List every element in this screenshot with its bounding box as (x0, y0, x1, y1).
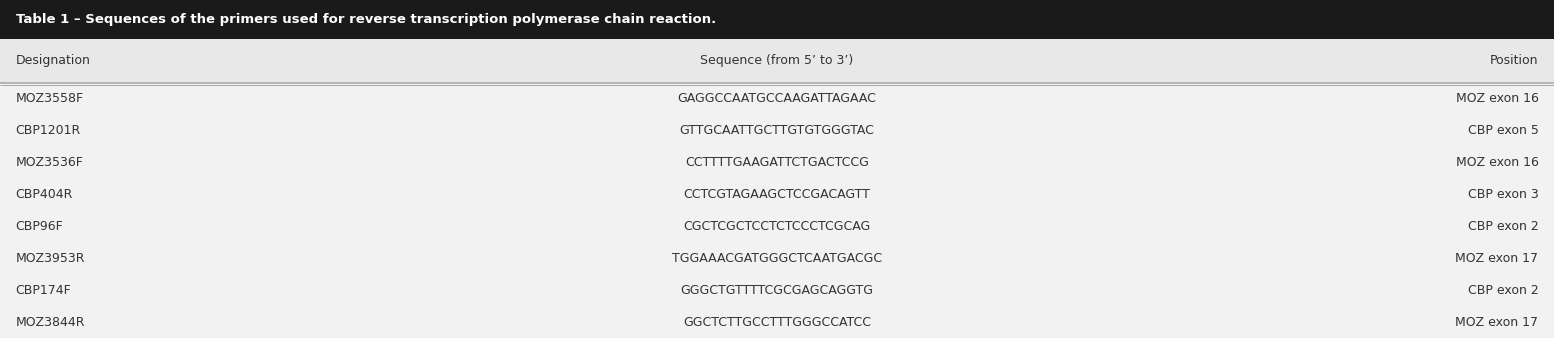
FancyBboxPatch shape (0, 210, 1554, 242)
FancyBboxPatch shape (0, 242, 1554, 274)
Text: TGGAAACGATGGGCTCAATGACGC: TGGAAACGATGGGCTCAATGACGC (671, 252, 883, 265)
Text: MOZ3536F: MOZ3536F (16, 156, 84, 169)
Text: MOZ exon 16: MOZ exon 16 (1456, 92, 1538, 105)
Text: CBP404R: CBP404R (16, 188, 73, 201)
Text: CBP1201R: CBP1201R (16, 124, 81, 137)
Text: CCTCGTAGAAGCTCCGACAGTT: CCTCGTAGAAGCTCCGACAGTT (684, 188, 870, 201)
Text: Table 1 – Sequences of the primers used for reverse transcription polymerase cha: Table 1 – Sequences of the primers used … (16, 13, 716, 26)
FancyBboxPatch shape (0, 274, 1554, 306)
Text: CBP174F: CBP174F (16, 284, 71, 297)
Text: MOZ exon 16: MOZ exon 16 (1456, 156, 1538, 169)
Text: GGCTCTTGCCTTTGGGCCATCC: GGCTCTTGCCTTTGGGCCATCC (684, 316, 870, 329)
FancyBboxPatch shape (0, 0, 1554, 39)
Text: CBP exon 5: CBP exon 5 (1467, 124, 1538, 137)
FancyBboxPatch shape (0, 39, 1554, 83)
Text: Position: Position (1490, 54, 1538, 67)
Text: CCTTTTGAAGATTCTGACTCCG: CCTTTTGAAGATTCTGACTCCG (685, 156, 869, 169)
Text: CBP exon 2: CBP exon 2 (1467, 220, 1538, 233)
FancyBboxPatch shape (0, 83, 1554, 115)
Text: GGGCTGTTTTCGCGAGCAGGTG: GGGCTGTTTTCGCGAGCAGGTG (681, 284, 873, 297)
Text: MOZ exon 17: MOZ exon 17 (1456, 252, 1538, 265)
FancyBboxPatch shape (0, 115, 1554, 147)
Text: GTTGCAATTGCTTGTGTGGGTAC: GTTGCAATTGCTTGTGTGGGTAC (679, 124, 875, 137)
FancyBboxPatch shape (0, 147, 1554, 178)
Text: Sequence (from 5’ to 3’): Sequence (from 5’ to 3’) (701, 54, 853, 67)
Text: CGCTCGCTCCTCTCCCTCGCAG: CGCTCGCTCCTCTCCCTCGCAG (684, 220, 870, 233)
Text: CBP exon 2: CBP exon 2 (1467, 284, 1538, 297)
Text: MOZ3558F: MOZ3558F (16, 92, 84, 105)
Text: CBP96F: CBP96F (16, 220, 64, 233)
Text: MOZ3844R: MOZ3844R (16, 316, 85, 329)
FancyBboxPatch shape (0, 306, 1554, 338)
Text: MOZ3953R: MOZ3953R (16, 252, 85, 265)
Text: MOZ exon 17: MOZ exon 17 (1456, 316, 1538, 329)
FancyBboxPatch shape (0, 178, 1554, 210)
Text: CBP exon 3: CBP exon 3 (1467, 188, 1538, 201)
Text: GAGGCCAATGCCAAGATTAGAAC: GAGGCCAATGCCAAGATTAGAAC (678, 92, 876, 105)
Text: Designation: Designation (16, 54, 90, 67)
